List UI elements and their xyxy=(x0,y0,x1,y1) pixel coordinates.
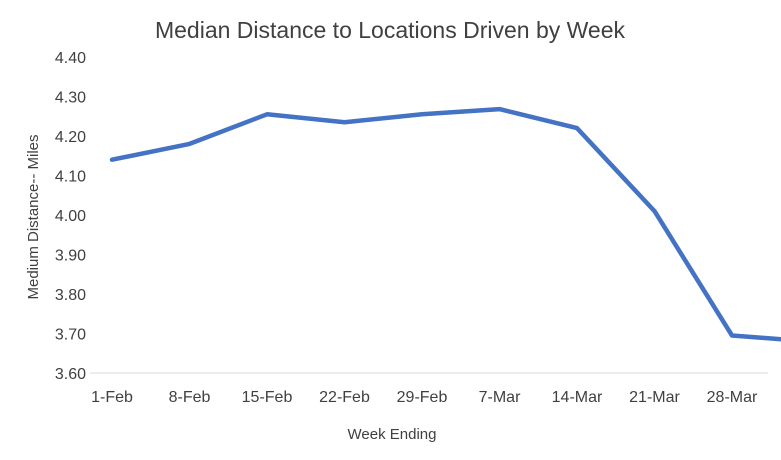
y-tick-label: 4.30 xyxy=(55,90,86,107)
x-tick-label: 1-Feb xyxy=(91,389,133,406)
x-tick-labels: 1-Feb 8-Feb 15-Feb 22-Feb 29-Feb 7-Mar 14-Mar 2… xyxy=(91,389,758,406)
y-tick-label: 4.00 xyxy=(55,208,86,225)
y-tick-label: 3.60 xyxy=(55,366,86,383)
y-tick-label: 3.80 xyxy=(55,287,86,304)
x-tick-label: 8-Feb xyxy=(169,389,211,406)
series-group xyxy=(109,106,781,342)
x-tick-label: 15-Feb xyxy=(242,389,293,406)
y-tick-label: 3.70 xyxy=(55,327,86,344)
x-tick-label: 28-Mar xyxy=(707,389,758,406)
x-tick-label: 14-Mar xyxy=(552,389,603,406)
y-tick-label: 4.40 xyxy=(55,50,86,67)
y-tick-labels: 3.60 3.70 3.80 3.90 4.00 4.10 4.20 4.30 4.40 xyxy=(55,50,86,383)
chart-title: Median Distance to Locations Driven by W… xyxy=(155,17,626,43)
x-tick-label: 22-Feb xyxy=(319,389,370,406)
x-axis-label: Week Ending xyxy=(348,426,437,443)
series-line xyxy=(109,106,781,342)
x-tick-label: 7-Mar xyxy=(479,389,521,406)
y-axis-label: Medium Distance-- Miles xyxy=(25,134,42,299)
y-tick-label: 3.90 xyxy=(55,248,86,265)
x-tick-label: 29-Feb xyxy=(397,389,448,406)
y-tick-label: 4.20 xyxy=(55,129,86,146)
y-tick-label: 4.10 xyxy=(55,169,86,186)
x-tick-label: 21-Mar xyxy=(629,389,680,406)
